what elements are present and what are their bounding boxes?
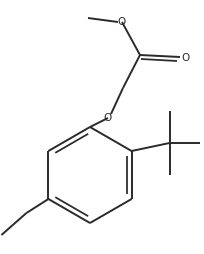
Text: O: O <box>117 17 125 27</box>
Text: O: O <box>103 113 112 123</box>
Text: O: O <box>181 53 189 63</box>
